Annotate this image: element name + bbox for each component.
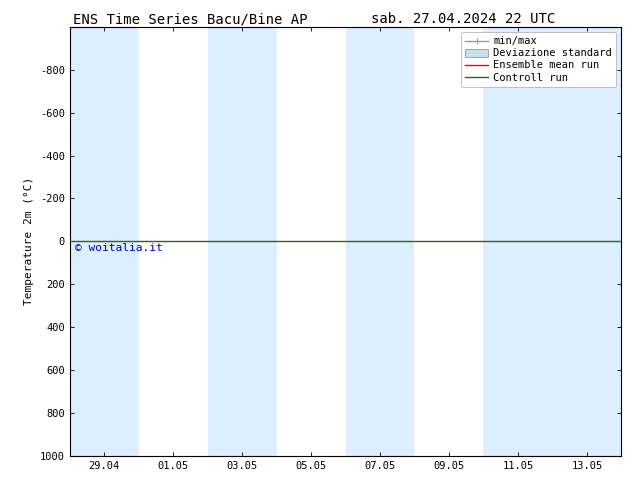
- Text: ENS Time Series Bacu/Bine AP: ENS Time Series Bacu/Bine AP: [73, 12, 307, 26]
- Bar: [346, 27, 415, 456]
- Bar: [207, 27, 276, 456]
- Text: sab. 27.04.2024 22 UTC: sab. 27.04.2024 22 UTC: [371, 12, 555, 26]
- Text: © woitalia.it: © woitalia.it: [75, 244, 163, 253]
- Bar: [70, 27, 139, 456]
- Y-axis label: Temperature 2m (°C): Temperature 2m (°C): [24, 177, 34, 305]
- Bar: [483, 27, 621, 456]
- Legend: min/max, Deviazione standard, Ensemble mean run, Controll run: min/max, Deviazione standard, Ensemble m…: [461, 32, 616, 87]
